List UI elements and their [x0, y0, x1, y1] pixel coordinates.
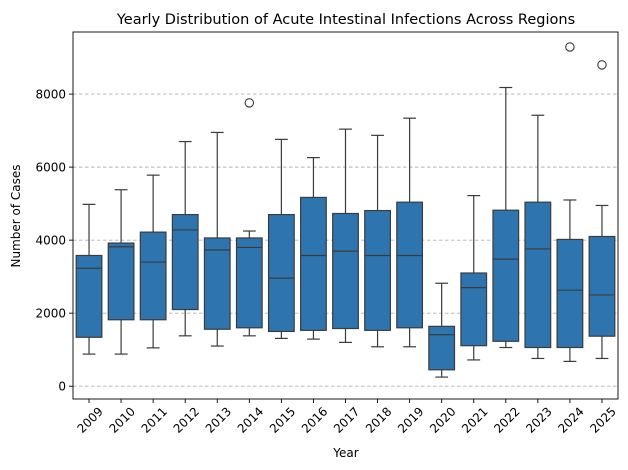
box-2017 — [332, 128, 359, 343]
x-tick-label: 2021 — [459, 404, 490, 435]
x-tick-label: 2012 — [171, 404, 202, 435]
chart-title: Yearly Distribution of Acute Intestinal … — [116, 12, 575, 28]
box-2019 — [396, 117, 424, 348]
x-tick-label: 2014 — [235, 404, 266, 435]
box-2013 — [203, 131, 231, 347]
iqr-box — [460, 272, 488, 347]
x-tick-label: 2023 — [523, 404, 554, 435]
x-tick-label: 2025 — [587, 404, 618, 435]
x-tick-label: 2017 — [331, 404, 362, 435]
box-2024 — [556, 42, 584, 362]
iqr-box — [235, 237, 263, 329]
boxes — [75, 42, 616, 378]
box-2016 — [300, 157, 327, 340]
box-2009 — [75, 203, 103, 355]
x-tick-label: 2013 — [203, 404, 234, 435]
iqr-box — [267, 213, 295, 333]
iqr-box — [396, 201, 424, 329]
iqr-box — [203, 237, 231, 330]
iqr-box — [171, 213, 199, 311]
box-2023 — [524, 114, 552, 360]
x-tick-label: 2015 — [267, 404, 298, 435]
x-tick-label: 2019 — [395, 404, 426, 435]
iqr-box — [139, 231, 167, 321]
iqr-box — [300, 196, 327, 331]
x-tick-label: 2024 — [555, 404, 586, 435]
box-2018 — [364, 134, 391, 348]
y-tick-label: 8000 — [35, 87, 66, 101]
x-tick-label: 2009 — [74, 404, 105, 435]
x-axis-label: Year — [332, 446, 358, 460]
iqr-box — [75, 254, 103, 338]
box-2022 — [492, 86, 520, 349]
y-tick-label: 4000 — [35, 233, 66, 247]
iqr-box — [107, 242, 135, 321]
box-2010 — [107, 189, 135, 355]
outlier-point — [244, 98, 255, 108]
y-tick-label: 2000 — [35, 306, 66, 320]
y-tick-label: 6000 — [35, 160, 66, 174]
outlier-point — [597, 60, 607, 70]
box-2020 — [428, 282, 456, 378]
iqr-box — [364, 209, 391, 331]
box-2015 — [267, 138, 295, 339]
iqr-box — [332, 212, 359, 330]
x-tick-label: 2010 — [107, 404, 138, 435]
x-axis-ticks: 2009 2010 2011 2012 2013 2014 2015 2016 2017 2018… — [74, 399, 619, 436]
x-tick-label: 2018 — [363, 404, 394, 435]
x-tick-label: 2020 — [427, 404, 458, 435]
iqr-box — [588, 235, 616, 337]
iqr-box — [556, 238, 584, 349]
y-axis-label: Number of Cases — [9, 164, 23, 267]
y-tick-label: 0 — [58, 379, 66, 393]
x-tick-label: 2016 — [299, 404, 330, 435]
iqr-box — [492, 209, 520, 342]
outlier-point — [565, 42, 575, 52]
box-2012 — [171, 140, 199, 337]
y-axis-ticks: 0 2000 4000 6000 8000 — [35, 87, 73, 393]
box-2021 — [460, 194, 488, 361]
box-2025 — [588, 60, 616, 360]
iqr-box — [524, 201, 552, 349]
x-tick-label: 2022 — [491, 404, 522, 435]
x-tick-label: 2011 — [139, 404, 170, 435]
box-2014 — [235, 98, 263, 337]
iqr-box — [428, 325, 456, 371]
box-2011 — [139, 174, 167, 349]
